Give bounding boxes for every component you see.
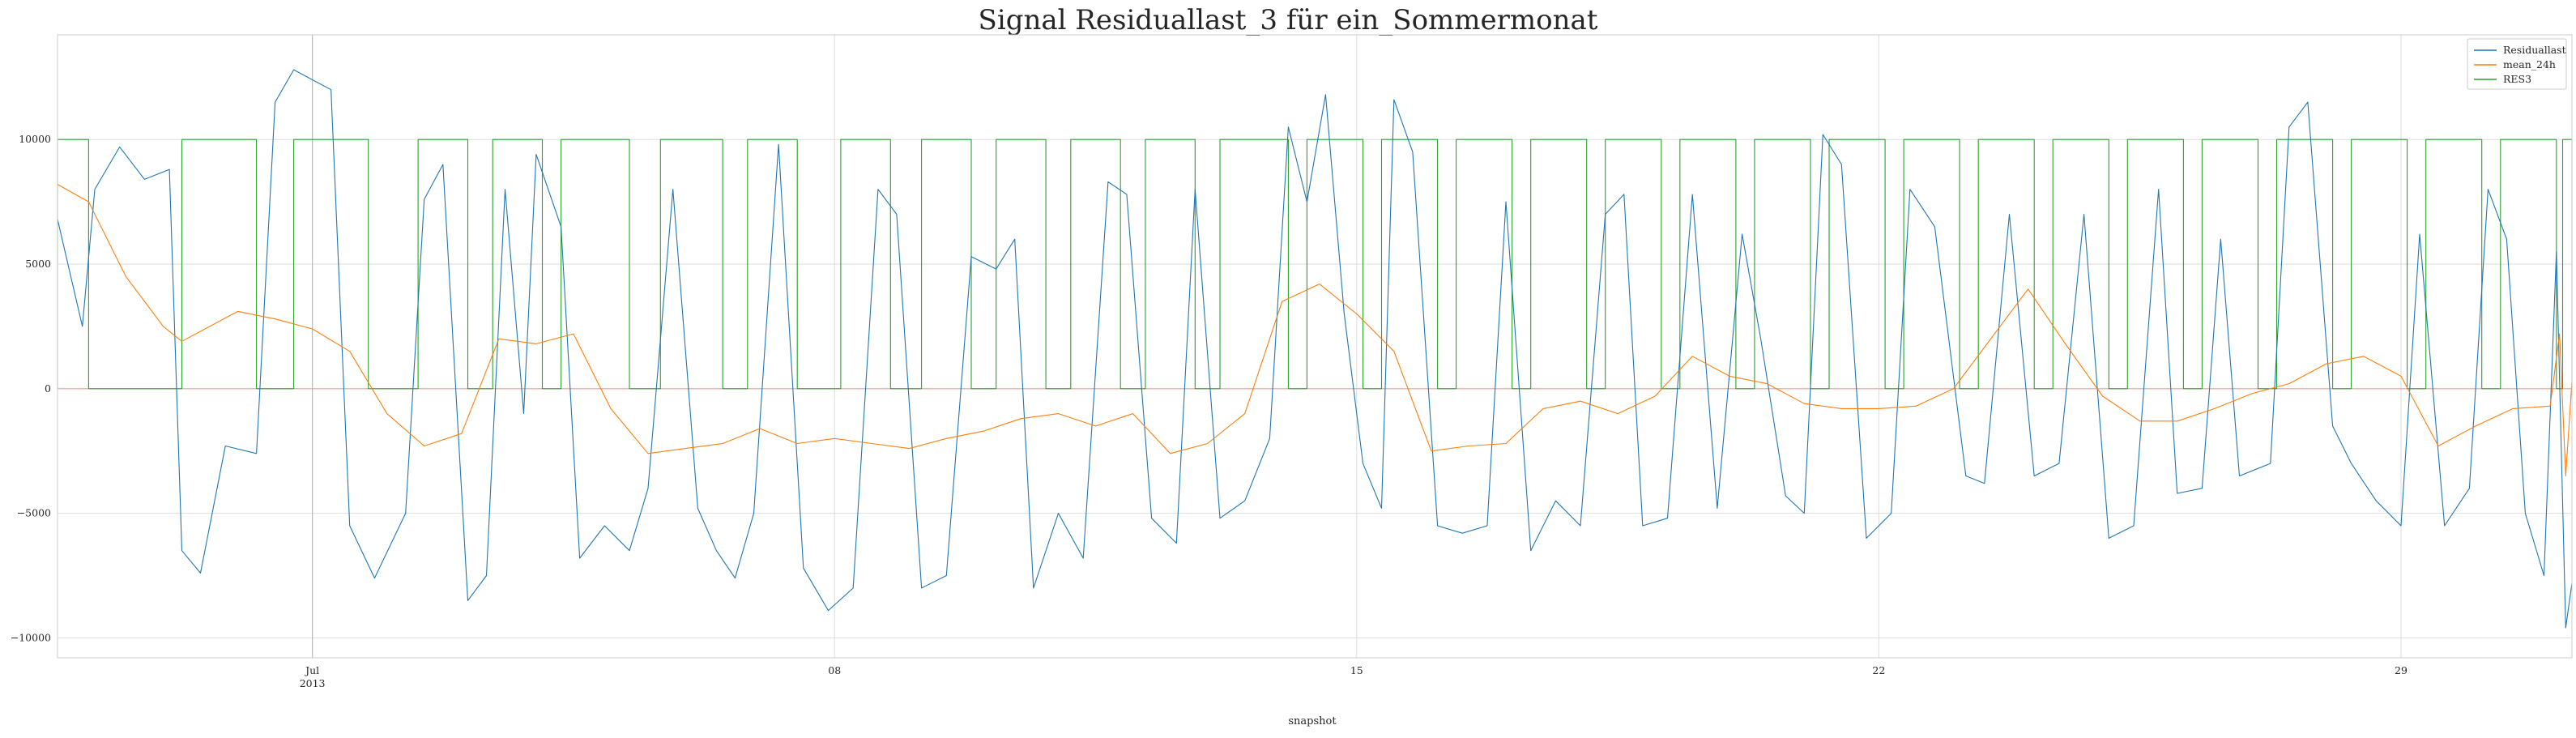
series-residuallast-line (57, 69, 2573, 629)
series-res3-line (57, 139, 2573, 390)
x-tick-sublabel: 2013 (300, 677, 326, 689)
y-tick-label: 10000 (19, 133, 51, 145)
chart-title: Signal Residuallast_3 für ein_Sommermona… (979, 4, 1598, 36)
x-tick-label: 29 (2395, 664, 2408, 676)
axes-frame (57, 34, 2573, 659)
legend-label: Residuallast (2503, 44, 2566, 56)
x-tick-label: 08 (828, 664, 841, 676)
y-tick-label: 0 (45, 382, 51, 395)
y-tick-label: −10000 (11, 631, 51, 643)
legend: Residuallast mean_24h RES3 (2467, 38, 2567, 90)
series-mean-24h-line (57, 184, 2573, 477)
legend-label: RES3 (2503, 73, 2531, 85)
y-tick-label: 5000 (25, 258, 51, 270)
x-tick-label: Jul (304, 664, 319, 676)
x-tick-label: 15 (1350, 664, 1363, 676)
x-axis-label: snapshot (1288, 715, 1337, 727)
legend-label: mean_24h (2503, 58, 2556, 70)
y-tick-label: −5000 (17, 507, 51, 519)
y-axis: −10000 −5000 0 5000 10000 (11, 133, 51, 643)
series-layer (57, 69, 2573, 629)
plot-area (57, 34, 2573, 659)
legend-box (2467, 38, 2567, 90)
x-tick-label: 22 (1872, 664, 1885, 676)
